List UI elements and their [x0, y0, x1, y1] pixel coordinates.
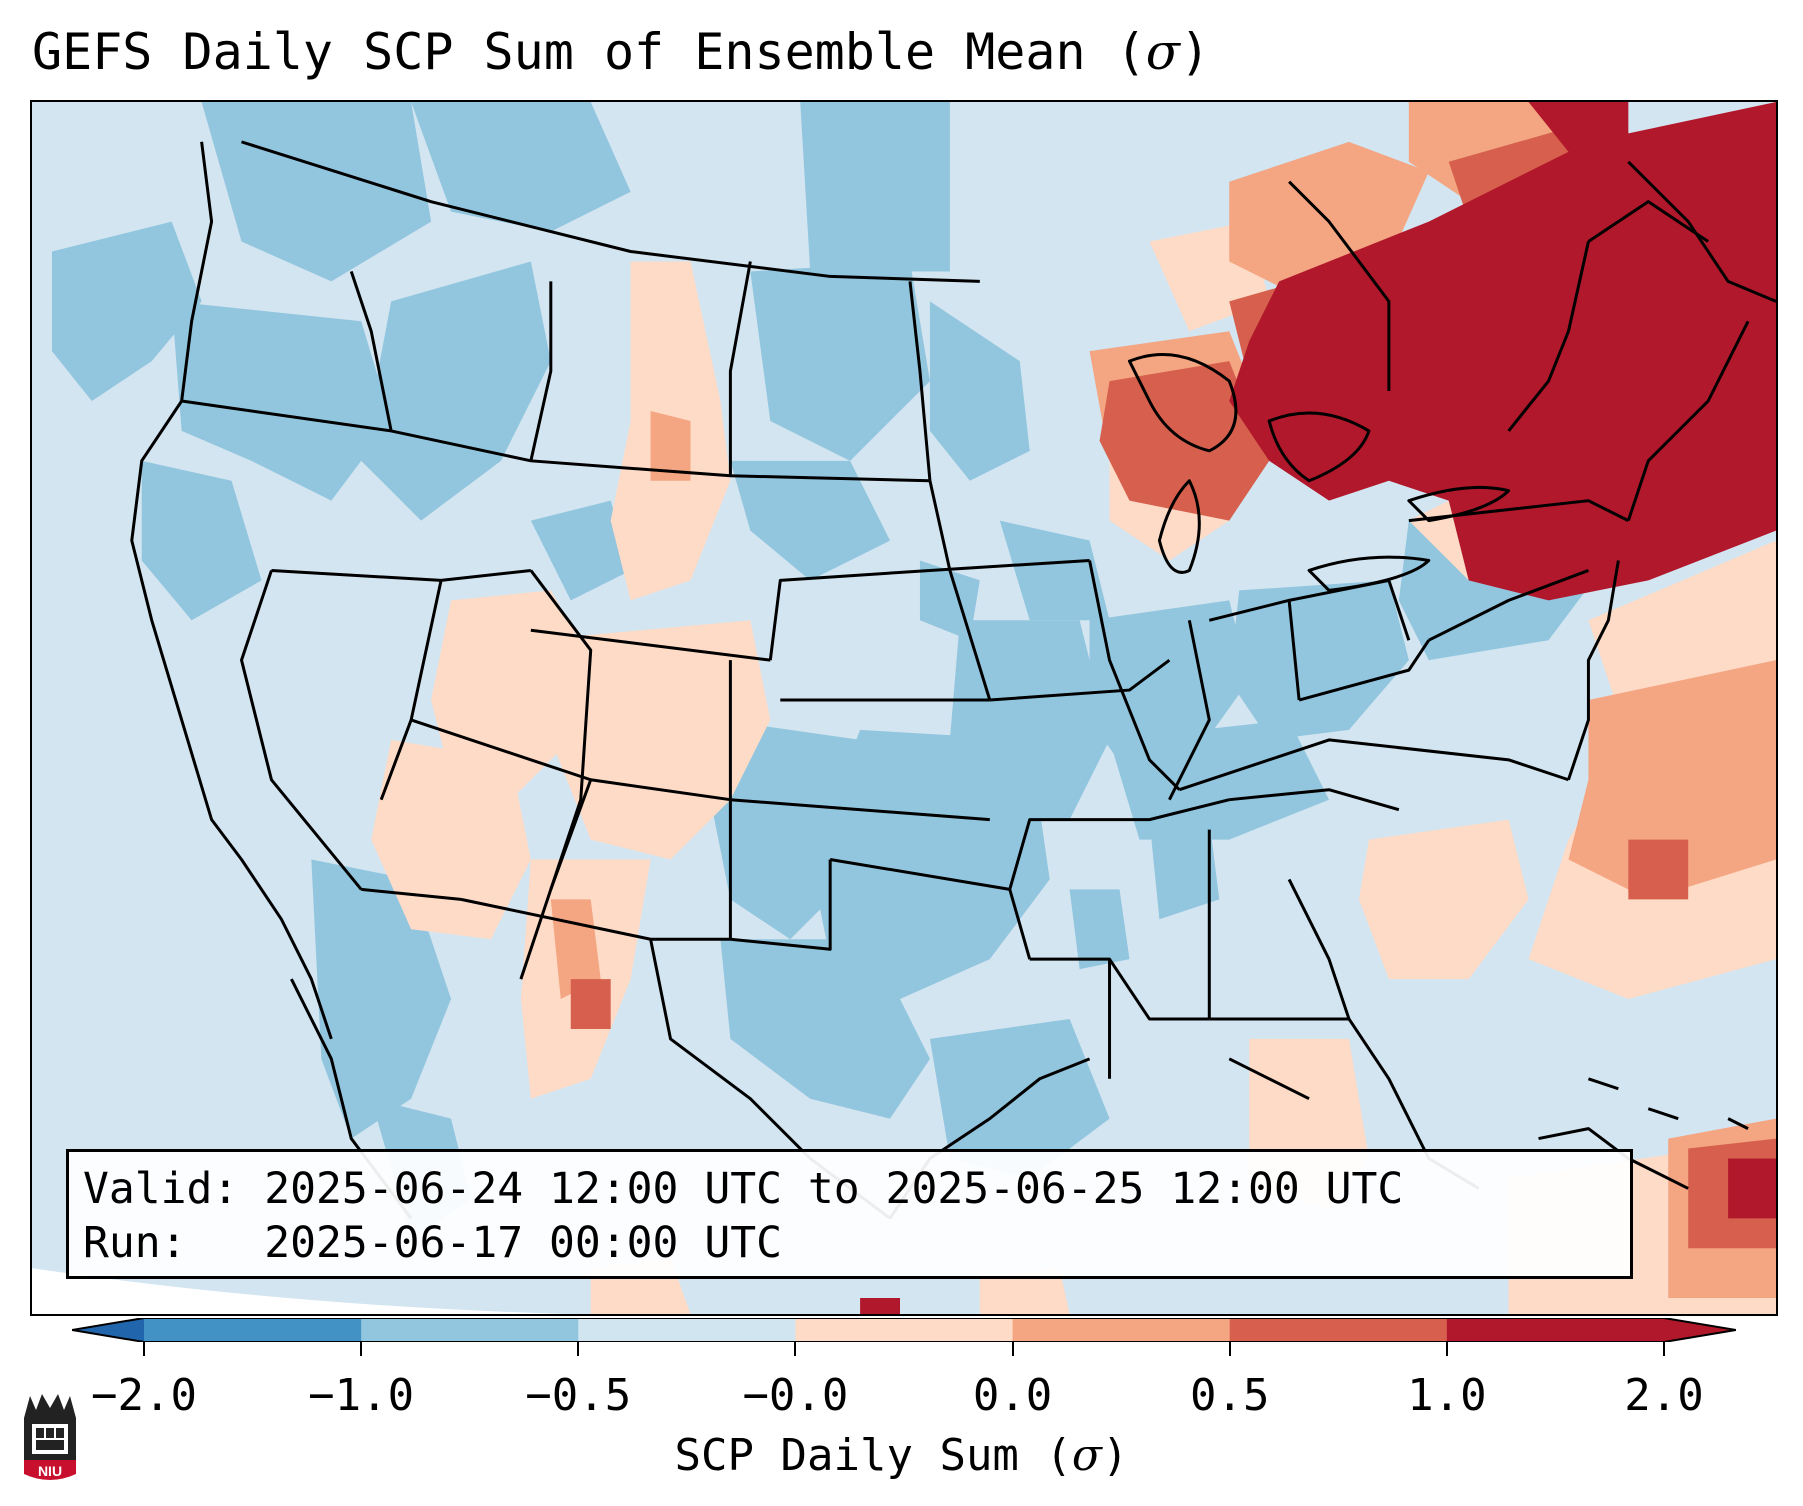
colorbar-tick-label: −0.0 — [742, 1370, 849, 1421]
colorbar-segment — [144, 1318, 362, 1342]
validity-info-box: Valid: 2025-06-24 12:00 UTC to 2025-06-2… — [66, 1149, 1633, 1279]
colorbar-tick-label: 0.5 — [1189, 1370, 1270, 1421]
colorbar-tick-label: 2.0 — [1624, 1370, 1704, 1421]
state-boundaries — [130, 140, 1776, 1220]
colorbar-tick-mark — [1011, 1342, 1014, 1356]
colorbar-ticks: −2.0 −1.0 −0.5 −0.0 0.0 0.5 1.0 2.0 — [0, 1342, 1803, 1422]
colorbar-tick-label: 1.0 — [1407, 1370, 1487, 1421]
colorbar-tick-label: −2.0 — [91, 1370, 197, 1421]
colorbar-segment — [795, 1318, 1014, 1342]
colorbar — [72, 1318, 1736, 1342]
map-area — [30, 100, 1778, 1316]
colorbar-segment — [361, 1318, 579, 1342]
colorbar-tick-label: 0.0 — [972, 1370, 1053, 1421]
logo-text: NIU — [38, 1463, 62, 1479]
colorbar-extend-low — [72, 1318, 144, 1342]
colorbar-tick-mark — [577, 1342, 580, 1356]
colorbar-tick-mark — [794, 1342, 797, 1356]
valid-line: Valid: 2025-06-24 12:00 UTC to 2025-06-2… — [83, 1164, 1404, 1214]
colorbar-tick-mark — [1445, 1342, 1448, 1356]
max-positive-regions — [860, 102, 1776, 1314]
colorbar-tick-mark — [1228, 1342, 1231, 1356]
colorbar-label: SCP Daily Sum (σ) — [674, 1430, 1129, 1481]
colorbar-tick-label: −0.5 — [525, 1370, 632, 1421]
projection-edge-left — [32, 1268, 930, 1314]
colorbar-tick-mark — [143, 1342, 145, 1356]
colorbar-tick-label: −1.0 — [308, 1370, 415, 1421]
chart-title: GEFS Daily SCP Sum of Ensemble Mean (σ) — [32, 23, 1211, 81]
colorbar-segment — [1229, 1318, 1448, 1342]
colorbar-segment — [578, 1318, 796, 1342]
colorbar-segment — [1446, 1318, 1665, 1342]
niu-logo-icon: NIU — [24, 1394, 76, 1480]
colorbar-tick-mark — [1663, 1342, 1665, 1356]
colorbar-tick-mark — [360, 1342, 363, 1356]
colorbar-segment — [1012, 1318, 1231, 1342]
run-line: Run: 2025-06-17 00:00 UTC — [83, 1218, 782, 1268]
colorbar-extend-high — [1664, 1318, 1736, 1342]
map-canvas — [32, 102, 1776, 1314]
